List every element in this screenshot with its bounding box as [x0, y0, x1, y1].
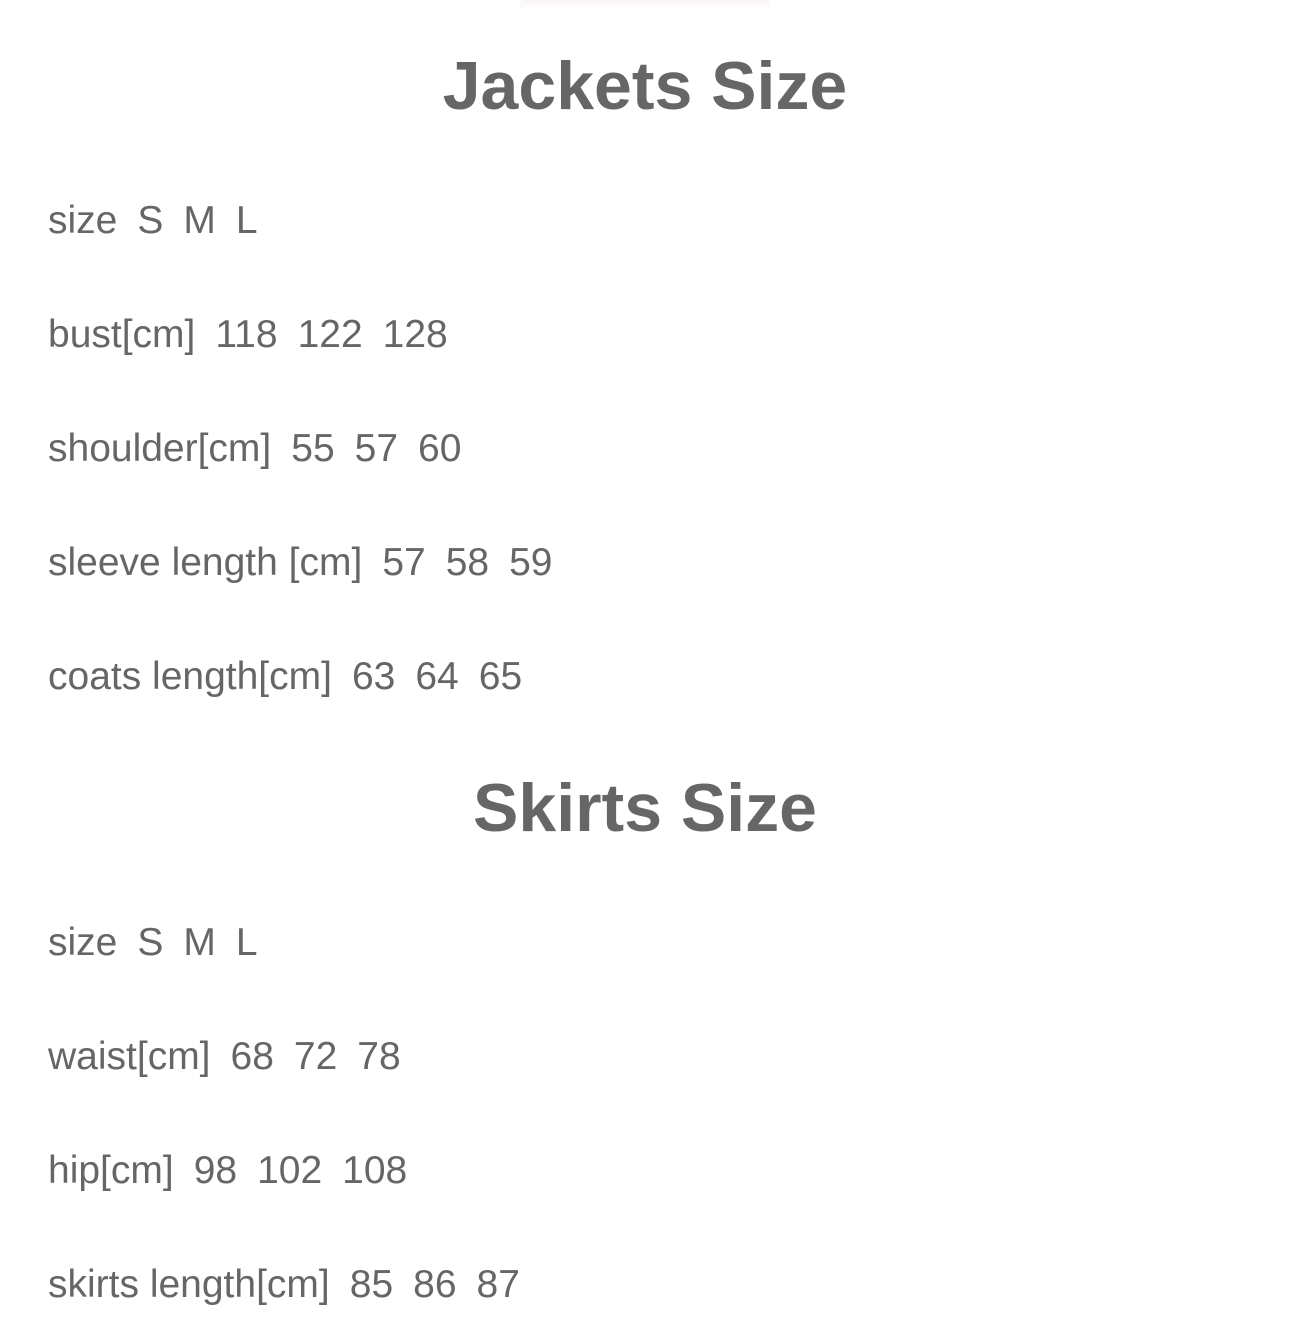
- row-label: hip[cm]: [48, 1149, 174, 1192]
- row-value: 118: [215, 313, 278, 356]
- skirts-size-row: skirts length[cm] 85 86 87: [48, 1265, 540, 1304]
- row-value: 78: [357, 1035, 401, 1078]
- skirts-size-row: hip[cm] 98 102 108: [48, 1151, 427, 1190]
- row-label: shoulder[cm]: [48, 427, 272, 470]
- row-value: 108: [342, 1149, 408, 1192]
- row-value: 85: [349, 1263, 394, 1306]
- row-value: 59: [509, 541, 553, 584]
- row-label: waist[cm]: [48, 1035, 211, 1078]
- row-value: 64: [415, 655, 459, 698]
- row-value: L: [235, 921, 258, 964]
- row-value: 102: [257, 1149, 323, 1192]
- row-value: 98: [193, 1149, 238, 1192]
- jackets-title: Jackets Size: [442, 48, 848, 124]
- skirts-size-row: size S M L: [48, 923, 278, 962]
- skirts-size-row: waist[cm] 68 72 78: [48, 1037, 421, 1076]
- row-label: skirts length[cm]: [48, 1263, 330, 1306]
- jackets-size-row: shoulder[cm] 55 57 60: [48, 429, 481, 468]
- row-value: 58: [445, 541, 490, 584]
- row-value: S: [137, 199, 164, 242]
- row-value: 72: [293, 1035, 338, 1078]
- row-value: 60: [418, 427, 462, 470]
- skirts-title: Skirts Size: [473, 770, 817, 846]
- row-label: size: [48, 199, 118, 242]
- row-value: 57: [354, 427, 399, 470]
- jackets-size-row: coats length[cm] 63 64 65: [48, 657, 542, 696]
- row-label: sleeve length [cm]: [48, 541, 363, 584]
- cropped-top-element: [520, 0, 770, 10]
- row-value: L: [235, 199, 258, 242]
- jackets-size-row: size S M L: [48, 201, 278, 240]
- row-value: M: [183, 199, 216, 242]
- row-value: 87: [476, 1263, 520, 1306]
- row-label: size: [48, 921, 118, 964]
- row-value: 86: [413, 1263, 457, 1306]
- row-value: 57: [382, 541, 426, 584]
- row-value: 128: [382, 313, 448, 356]
- jackets-size-row: bust[cm] 118 122 128: [48, 315, 468, 354]
- jackets-size-row: sleeve length [cm] 57 58 59: [48, 543, 573, 582]
- row-value: 68: [230, 1035, 274, 1078]
- row-label: coats length[cm]: [48, 655, 332, 698]
- row-value: 63: [351, 655, 396, 698]
- row-value: 122: [297, 313, 363, 356]
- row-value: M: [183, 921, 216, 964]
- row-value: 65: [478, 655, 523, 698]
- row-label: bust[cm]: [48, 313, 196, 356]
- row-value: 55: [291, 427, 335, 470]
- row-value: S: [137, 921, 164, 964]
